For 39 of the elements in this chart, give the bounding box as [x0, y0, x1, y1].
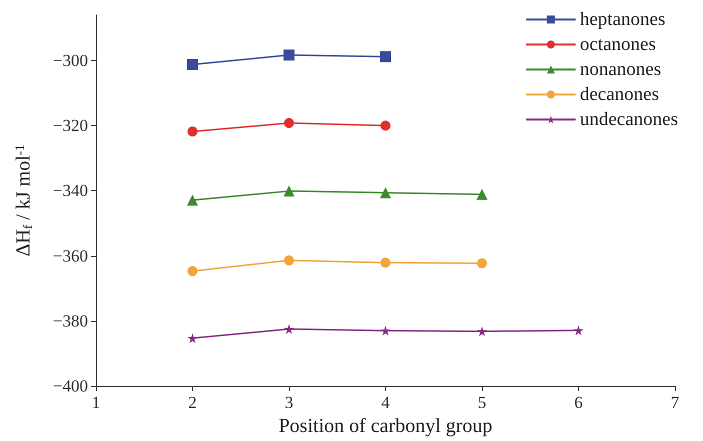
point [284, 186, 294, 197]
legend-label: decanones [580, 84, 660, 105]
x-tick-label: 6 [574, 393, 583, 412]
point [284, 50, 294, 61]
y-tick-label: −400 [52, 376, 88, 396]
point [477, 326, 487, 336]
point [380, 51, 391, 62]
y-tick-label: −320 [52, 116, 88, 136]
point [284, 324, 294, 334]
legend-label: nonanones [580, 59, 662, 80]
x-tick-label: 2 [188, 393, 197, 412]
point [477, 258, 487, 268]
y-tick-label: −360 [52, 246, 88, 266]
x-tick-label: 4 [381, 393, 390, 412]
y-axis-title: ΔHf / kJ mol-1 [12, 144, 35, 256]
legend-label: octanones [580, 34, 656, 55]
legend-label: heptanones [580, 9, 666, 30]
point [284, 255, 294, 266]
point [380, 258, 390, 268]
legend-label: undecanones [580, 109, 678, 130]
point [284, 118, 294, 128]
x-tick-label: 7 [670, 393, 680, 412]
x-tick-label: 3 [284, 393, 294, 412]
point [380, 120, 390, 131]
point [476, 188, 488, 200]
y-tick-label: −340 [52, 181, 88, 200]
point [187, 58, 198, 70]
point [380, 187, 391, 198]
x-tick-label: 1 [92, 393, 100, 412]
point [574, 325, 584, 336]
y-tick-label: −380 [52, 311, 88, 330]
x-axis-title: Position of carbonyl group [278, 415, 492, 437]
point [380, 326, 390, 336]
point [188, 126, 198, 137]
y-tick-label: −300 [52, 51, 88, 70]
point [187, 194, 198, 206]
point [188, 266, 198, 276]
x-tick-label: 5 [478, 393, 486, 412]
point [188, 333, 198, 344]
